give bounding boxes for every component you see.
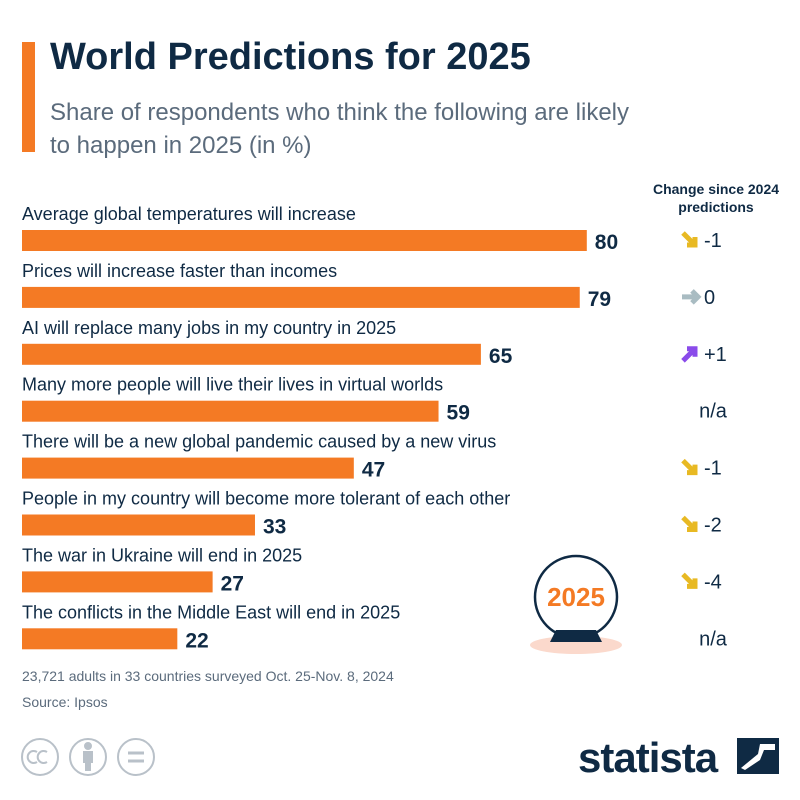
license-icons	[21, 738, 155, 776]
category-label: Prices will increase faster than incomes	[22, 261, 337, 281]
bar	[22, 457, 354, 479]
category-label: There will be a new global pandemic caus…	[22, 432, 496, 452]
category-label: Average global temperatures will increas…	[22, 204, 356, 224]
value-label: 27	[221, 572, 244, 595]
change-arrow	[682, 289, 702, 305]
value-label: 33	[263, 516, 286, 539]
change-arrow	[681, 572, 698, 589]
change-value: -1	[704, 230, 722, 252]
value-label: 79	[588, 288, 611, 311]
change-arrow	[681, 231, 698, 248]
change-value: 0	[704, 287, 715, 309]
category-label: The war in Ukraine will end in 2025	[22, 545, 302, 565]
bar	[22, 514, 255, 536]
value-label: 47	[362, 459, 385, 482]
category-label: The conflicts in the Middle East will en…	[22, 602, 400, 622]
value-label: 80	[595, 231, 618, 254]
bar	[22, 230, 587, 251]
value-label: 59	[447, 402, 470, 425]
change-value: +1	[704, 344, 727, 366]
ball-base	[550, 630, 602, 642]
change-value: -4	[704, 571, 722, 593]
category-label: People in my country will become more to…	[22, 489, 510, 509]
change-arrow	[681, 346, 698, 363]
change-value: n/a	[699, 401, 728, 423]
change-header: Change since 2024 predictions	[652, 181, 780, 215]
bar	[22, 400, 439, 422]
bar	[22, 628, 178, 650]
source: Source: Ipsos	[22, 694, 108, 710]
brand-icon-wave	[741, 744, 775, 770]
bar	[22, 343, 481, 365]
change-value: n/a	[699, 628, 728, 650]
note: 23,721 adults in 33 countries surveyed O…	[22, 668, 394, 684]
badge-text: 2025	[547, 582, 605, 612]
accent-bar	[22, 42, 35, 152]
bar	[22, 286, 580, 308]
value-label: 22	[185, 629, 208, 652]
brand: statista	[578, 734, 719, 781]
change-arrow	[681, 458, 698, 476]
chart-title: World Predictions for 2025	[50, 36, 531, 78]
value-label: 65	[489, 345, 513, 368]
change-value: -1	[704, 458, 722, 480]
bar	[22, 571, 213, 593]
category-label: AI will replace many jobs in my country …	[22, 318, 396, 338]
change-arrow	[681, 515, 698, 532]
chart-subtitle: Share of respondents who think the follo…	[50, 99, 629, 159]
change-value: -2	[704, 515, 722, 537]
category-label: Many more people will live their lives i…	[22, 375, 443, 395]
